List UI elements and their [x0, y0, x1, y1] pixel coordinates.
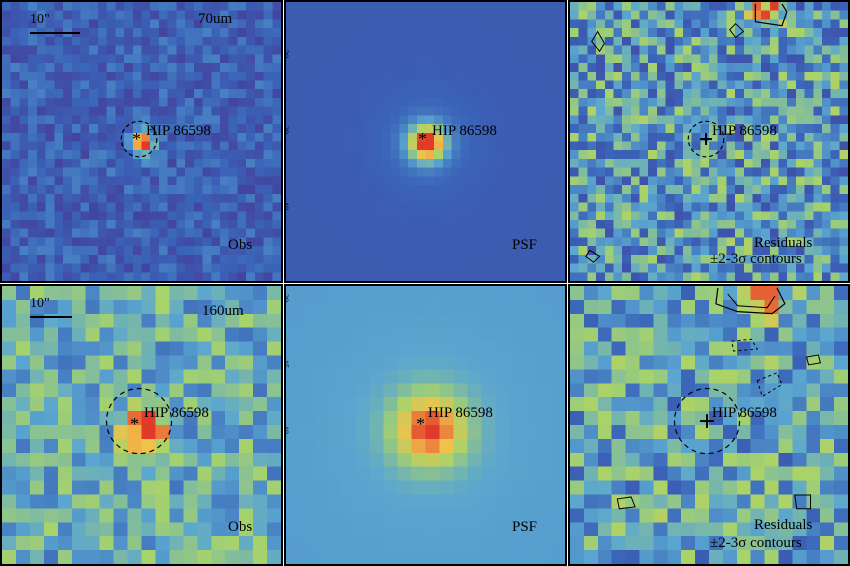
panel-70um-residuals: HIP 86598 Residuals ±2-3σ contours	[568, 0, 850, 283]
source-label: HIP 86598	[432, 123, 497, 139]
star-marker-icon: *	[130, 414, 139, 434]
heatmap-160um-psf	[286, 286, 565, 564]
contour-line	[727, 293, 776, 309]
tick-label: 20	[284, 126, 290, 134]
scale-bar	[30, 32, 80, 34]
contour-line	[616, 496, 636, 510]
source-label: HIP 86598	[712, 405, 777, 421]
band-label: 70um	[198, 11, 233, 27]
panel-type-label: PSF	[512, 237, 538, 253]
scale-label: 10"	[30, 12, 50, 27]
heatmap-160um-obs	[2, 286, 281, 564]
overlay-70um-residuals	[585, 3, 788, 263]
tick-label: 10	[284, 202, 290, 210]
panel-70um-obs: * 10" 70um HIP 86598 Obs	[0, 0, 283, 283]
source-label: HIP 86598	[428, 405, 493, 421]
tick-label: 10	[284, 426, 290, 434]
star-marker-icon: *	[132, 129, 141, 149]
panel-160um-obs: * 10" 160um HIP 86598 Obs	[0, 284, 283, 566]
contour-line	[756, 372, 783, 398]
band-label: 160um	[202, 303, 244, 319]
tick-label: 30	[284, 50, 290, 58]
overlay-70um-obs: *	[120, 120, 158, 158]
heatmap-70um-psf	[286, 2, 565, 281]
tick-label: 15	[284, 360, 290, 368]
contour-line	[591, 30, 606, 53]
contours-label: ±2-3σ contours	[710, 535, 802, 551]
contour-line	[731, 338, 759, 352]
heatmap-70um-residuals	[570, 2, 848, 281]
tick-label: 20	[284, 294, 290, 302]
contour-line	[805, 354, 822, 366]
residuals-label: Residuals	[754, 517, 813, 533]
scale-bar	[30, 316, 72, 318]
overlay-160um-psf: *	[416, 414, 425, 434]
source-label: HIP 86598	[146, 123, 211, 139]
contour-line	[715, 287, 786, 315]
star-marker-icon: *	[416, 414, 425, 434]
heatmap-70um-obs	[2, 2, 281, 281]
overlay-160um-obs: *	[105, 387, 173, 455]
contour-line	[585, 249, 601, 263]
overlay-70um-psf: *	[418, 129, 427, 149]
panel-type-label: Obs	[228, 237, 253, 253]
contour-line	[754, 3, 788, 27]
source-label: HIP 86598	[712, 123, 777, 139]
contour-line	[729, 22, 745, 39]
panel-70um-psf: * HIP 86598 PSF 30 20 10	[284, 0, 567, 283]
heatmap-160um-residuals	[570, 286, 848, 564]
panel-type-label: Obs	[228, 519, 253, 535]
aperture-circle	[120, 120, 158, 158]
overlay-160um-residuals	[616, 287, 822, 510]
panel-160um-psf: * HIP 86598 PSF 20 15 10	[284, 284, 567, 566]
residuals-label: Residuals	[754, 235, 813, 251]
aperture-circle	[105, 387, 173, 455]
aperture-circle	[687, 120, 725, 158]
contours-label: ±2-3σ contours	[710, 251, 802, 267]
scale-label: 10"	[30, 296, 50, 311]
panel-160um-residuals: HIP 86598 Residuals ±2-3σ contours	[568, 284, 850, 566]
contour-line	[794, 494, 812, 510]
star-marker-icon: *	[418, 129, 427, 149]
source-label: HIP 86598	[144, 405, 209, 421]
panel-type-label: PSF	[512, 519, 538, 535]
aperture-circle	[673, 387, 741, 455]
